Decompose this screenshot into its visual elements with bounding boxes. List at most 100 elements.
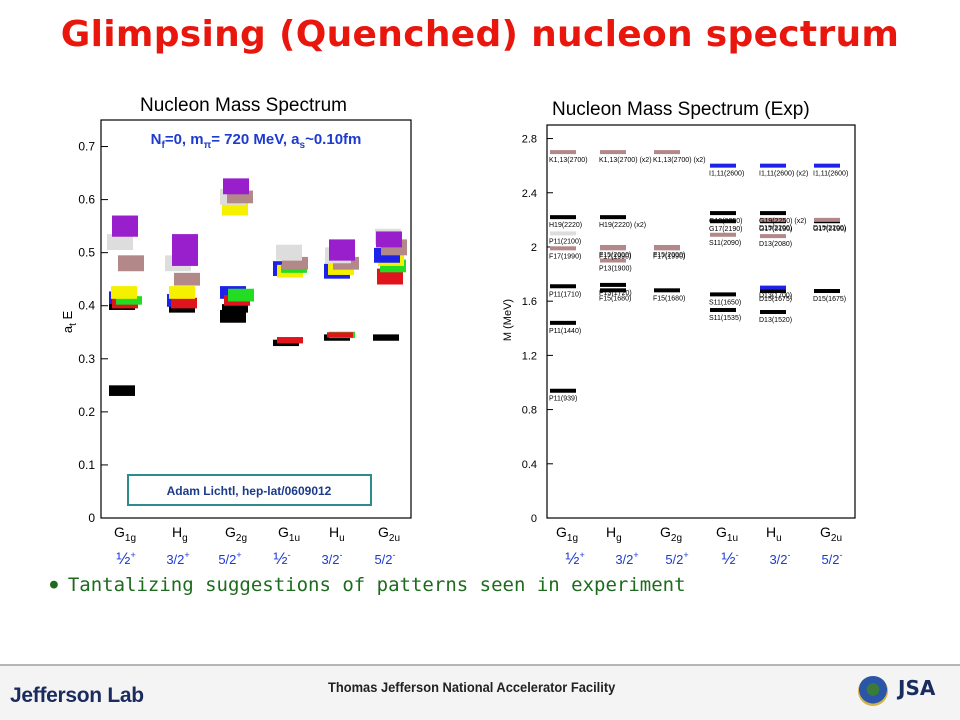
left-level-marker xyxy=(276,244,302,261)
right-x-category-label: G2u xyxy=(820,524,842,544)
right-level-label: P13(1720) xyxy=(599,290,632,297)
right-level-label: P11(939) xyxy=(549,396,577,403)
right-level-label: D13(2080) xyxy=(759,241,792,248)
left-level-marker xyxy=(109,301,135,310)
left-level-marker xyxy=(111,286,137,299)
right-y-tick-label: 1.6 xyxy=(522,296,537,308)
right-level-label: F17(1990) xyxy=(599,253,631,260)
right-level-label: D15(2200) xyxy=(759,225,792,232)
left-level-marker xyxy=(281,264,307,273)
left-level-marker xyxy=(165,255,191,272)
right-level-label: K1,13(2700) (x2) xyxy=(653,157,706,164)
right-level-label: P11(1440) xyxy=(549,328,581,335)
left-level-marker xyxy=(169,286,195,299)
right-level-marker xyxy=(550,231,576,236)
left-level-marker xyxy=(228,288,254,302)
right-level-label: P11(2100) xyxy=(549,238,581,245)
left-level-marker xyxy=(378,250,404,266)
left-level-marker xyxy=(118,255,144,272)
right-y-tick-label: 0.8 xyxy=(522,405,537,417)
right-level-marker xyxy=(814,219,840,224)
left-level-marker xyxy=(223,178,249,195)
left-chart-title: Nucleon Mass Spectrum xyxy=(140,95,347,116)
left-annotation-box xyxy=(127,474,372,506)
bullet-text: Tantalizing suggestions of patterns seen… xyxy=(67,574,686,596)
left-level-marker xyxy=(220,188,246,205)
right-level-marker xyxy=(654,244,680,249)
left-level-marker xyxy=(333,256,359,270)
right-spin-label: 3/2- xyxy=(769,550,790,567)
right-level-marker xyxy=(710,307,736,312)
right-level-label: H19(2220) (x2) xyxy=(599,222,646,229)
left-y-tick-label: 0.2 xyxy=(78,405,95,419)
right-y-axis-label: M (MeV) xyxy=(502,299,514,341)
right-x-category-label: G1g xyxy=(556,524,578,544)
right-level-label: D15(1675) xyxy=(759,296,792,303)
right-level-marker xyxy=(760,219,786,224)
right-level-marker xyxy=(600,150,626,155)
right-level-marker xyxy=(760,163,786,168)
left-level-marker xyxy=(328,262,354,275)
right-plot-frame xyxy=(546,124,856,519)
right-level-label: D13(1520) xyxy=(759,317,792,324)
jsa-logo-icon: JSA xyxy=(898,676,935,700)
right-level-label: S11(1650) xyxy=(709,299,741,306)
right-level-label: F17(1990) xyxy=(549,253,581,260)
left-level-marker xyxy=(380,259,406,273)
right-level-label: S11(1535) xyxy=(709,315,741,322)
right-level-label: K1,13(2700) xyxy=(549,157,588,164)
right-level-marker xyxy=(600,288,626,293)
left-spin-label: 5/2- xyxy=(374,550,395,567)
left-y-tick-label: 0.5 xyxy=(78,246,95,260)
left-level-marker xyxy=(329,331,355,339)
left-level-marker xyxy=(224,295,250,306)
right-level-label: F17(1990) xyxy=(653,253,685,260)
right-level-marker xyxy=(814,217,840,222)
right-level-marker xyxy=(760,289,786,294)
right-level-marker xyxy=(550,320,576,325)
left-level-marker xyxy=(325,247,351,264)
right-spin-label: 5/2- xyxy=(821,550,842,567)
right-level-marker xyxy=(760,310,786,315)
left-level-marker xyxy=(324,334,350,341)
left-level-marker xyxy=(222,304,248,313)
right-spin-label: ½+ xyxy=(565,549,584,568)
right-chart-title: Nucleon Mass Spectrum (Exp) xyxy=(552,99,810,120)
left-x-category-label: G1g xyxy=(114,524,136,544)
left-level-marker xyxy=(327,332,353,338)
right-level-marker xyxy=(550,150,576,155)
left-level-marker xyxy=(167,294,193,307)
right-level-marker xyxy=(760,211,786,216)
right-level-marker xyxy=(710,211,736,216)
jefferson-lab-logo: Jefferson Lab xyxy=(10,684,144,707)
left-level-marker xyxy=(109,291,135,305)
right-level-marker xyxy=(600,244,626,249)
left-level-marker xyxy=(374,247,400,263)
bullet-dot-icon: ● xyxy=(50,577,58,592)
right-level-label: P13(1900) xyxy=(599,266,632,273)
left-y-tick-label: 0 xyxy=(88,511,95,525)
left-chart-subtitle: Nf=0, mπ= 720 MeV, as~0.10fm xyxy=(151,131,362,151)
left-level-marker xyxy=(222,199,248,216)
left-level-marker xyxy=(174,272,200,286)
right-level-label: G17(2190) xyxy=(709,226,742,233)
left-level-marker xyxy=(377,268,403,285)
right-x-category-label: G1u xyxy=(716,524,738,544)
doe-seal-icon xyxy=(858,676,888,706)
right-y-tick-label: 2.8 xyxy=(522,134,537,146)
right-level-label: K1,13(2700) (x2) xyxy=(599,157,652,164)
left-spin-label: 3/2+ xyxy=(166,550,189,567)
left-y-tick-label: 0.6 xyxy=(78,193,95,207)
right-level-label: H19(2220) xyxy=(549,222,582,229)
left-level-marker xyxy=(376,231,402,248)
left-plot-frame xyxy=(100,119,412,519)
right-level-label: G17(2190) xyxy=(759,226,792,233)
right-y-tick-label: 0.4 xyxy=(522,459,537,471)
right-level-marker xyxy=(710,163,736,168)
left-x-category-label: G2u xyxy=(378,524,400,544)
right-level-marker xyxy=(550,215,576,220)
left-level-marker xyxy=(220,309,246,323)
left-level-marker xyxy=(329,239,355,261)
right-level-marker xyxy=(814,289,840,294)
right-level-marker xyxy=(600,258,626,263)
